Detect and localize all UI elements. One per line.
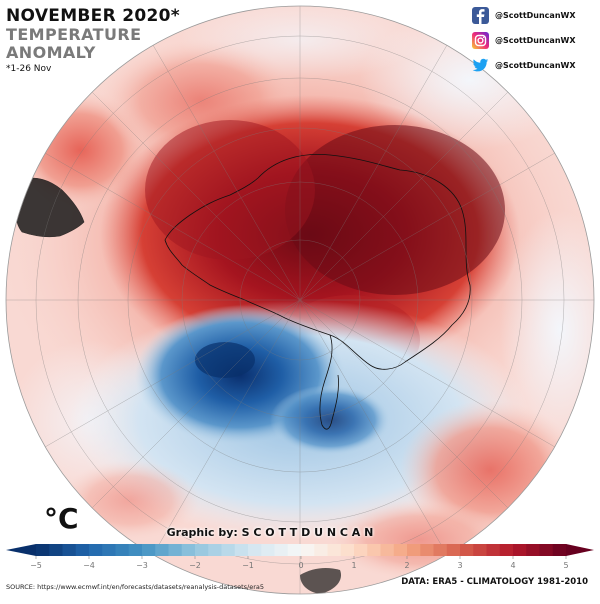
- colorbar-swatch: [301, 544, 315, 556]
- instagram-handle: @ScottDuncanWX: [495, 36, 576, 45]
- facebook-handle: @ScottDuncanWX: [495, 11, 576, 20]
- facebook-link[interactable]: @ScottDuncanWX: [472, 4, 590, 27]
- colorbar-swatch: [168, 544, 183, 556]
- africa-coastline: [300, 567, 342, 594]
- twitter-icon: [472, 57, 489, 74]
- instagram-icon: [472, 32, 489, 49]
- colorbar-tick-label: 0: [298, 561, 303, 570]
- colorbar-swatch: [89, 544, 103, 556]
- colorbar-tick-label: −5: [30, 561, 42, 570]
- colorbar-tick-label: 5: [563, 561, 568, 570]
- colorbar-swatch: [274, 544, 289, 556]
- colorbar-swatch: [261, 544, 275, 556]
- graphic-credit: Graphic by: S C O T T D U N C A N: [166, 526, 374, 539]
- colorbar: −5 −4 −3 −2 −1 0 1 2 3 4 5: [0, 540, 600, 576]
- colorbar-tick-label: −4: [83, 561, 95, 570]
- colorbar-min-arrow: [6, 544, 36, 556]
- twitter-handle: @ScottDuncanWX: [495, 61, 576, 70]
- colorbar-swatch: [327, 544, 342, 556]
- date-note: *1-26 Nov: [6, 64, 52, 74]
- source-text: SOURCE: https://www.ecmwf.int/en/forecas…: [6, 583, 265, 591]
- australia-coastline: [14, 177, 85, 238]
- page-title: NOVEMBER 2020*: [6, 6, 180, 26]
- colorbar-swatch: [420, 544, 434, 556]
- colorbar-swatch: [181, 544, 196, 556]
- colorbar-swatch: [513, 544, 527, 556]
- colorbar-swatch: [36, 544, 50, 556]
- colorbar-max-arrow: [566, 544, 594, 556]
- colorbar-swatch: [221, 544, 236, 556]
- colorbar-swatch: [102, 544, 116, 556]
- colorbar-swatch: [393, 544, 408, 556]
- data-note: DATA: ERA5 - CLIMATOLOGY 1981-2010: [401, 577, 588, 587]
- colorbar-tick-label: 2: [404, 561, 409, 570]
- colorbar-swatch: [128, 544, 143, 556]
- colorbar-swatch: [115, 544, 130, 556]
- globe-outline: [5, 5, 595, 595]
- social-links: @ScottDuncanWX @ScottDuncanWX @ScottDunc…: [472, 4, 590, 79]
- colorbar-swatch: [380, 544, 395, 556]
- colorbar-tick-label: −3: [136, 561, 148, 570]
- colorbar-swatch: [526, 544, 540, 556]
- graticule: [6, 6, 594, 594]
- colorbar-swatch: [208, 544, 222, 556]
- antarctic-peninsula: [319, 334, 339, 430]
- colorbar-tick-label: −2: [189, 561, 201, 570]
- colorbar-swatch: [552, 544, 567, 556]
- colorbar-swatch: [314, 544, 328, 556]
- colorbar-tick-label: 1: [351, 561, 356, 570]
- colorbar-swatch: [155, 544, 169, 556]
- colorbar-swatch: [407, 544, 421, 556]
- colorbar-swatch: [248, 544, 262, 556]
- colorbar-swatch: [433, 544, 448, 556]
- colorbar-swatch: [486, 544, 501, 556]
- colorbar-swatch: [142, 544, 156, 556]
- colorbar-swatch: [62, 544, 77, 556]
- subtitle-line-1: TEMPERATURE: [6, 25, 142, 44]
- colorbar-swatch: [460, 544, 474, 556]
- colorbar-swatch: [340, 544, 355, 556]
- colorbar-swatch: [195, 544, 209, 556]
- colorbar-swatch: [354, 544, 368, 556]
- colorbar-svg: −5 −4 −3 −2 −1 0 1 2 3 4 5: [6, 544, 594, 570]
- colorbar-tick-label: −1: [242, 561, 254, 570]
- subtitle-line-2: ANOMALY: [6, 43, 96, 62]
- colorbar-swatch: [287, 544, 302, 556]
- colorbar-swatch: [473, 544, 487, 556]
- colorbar-tick-label: 4: [510, 561, 515, 570]
- twitter-link[interactable]: @ScottDuncanWX: [472, 54, 590, 77]
- colorbar-tick-label: 3: [457, 561, 462, 570]
- colorbar-swatch: [49, 544, 63, 556]
- facebook-icon: [472, 7, 489, 24]
- unit-label: °C: [44, 502, 79, 535]
- title-block: NOVEMBER 2020* TEMPERATURE ANOMALY *1-26…: [6, 6, 180, 74]
- colorbar-swatch: [234, 544, 249, 556]
- colorbar-swatch: [499, 544, 514, 556]
- colorbar-swatch: [446, 544, 461, 556]
- instagram-link[interactable]: @ScottDuncanWX: [472, 29, 590, 52]
- colorbar-swatch: [75, 544, 90, 556]
- colorbar-swatch: [539, 544, 554, 556]
- colorbar-swatch: [367, 544, 381, 556]
